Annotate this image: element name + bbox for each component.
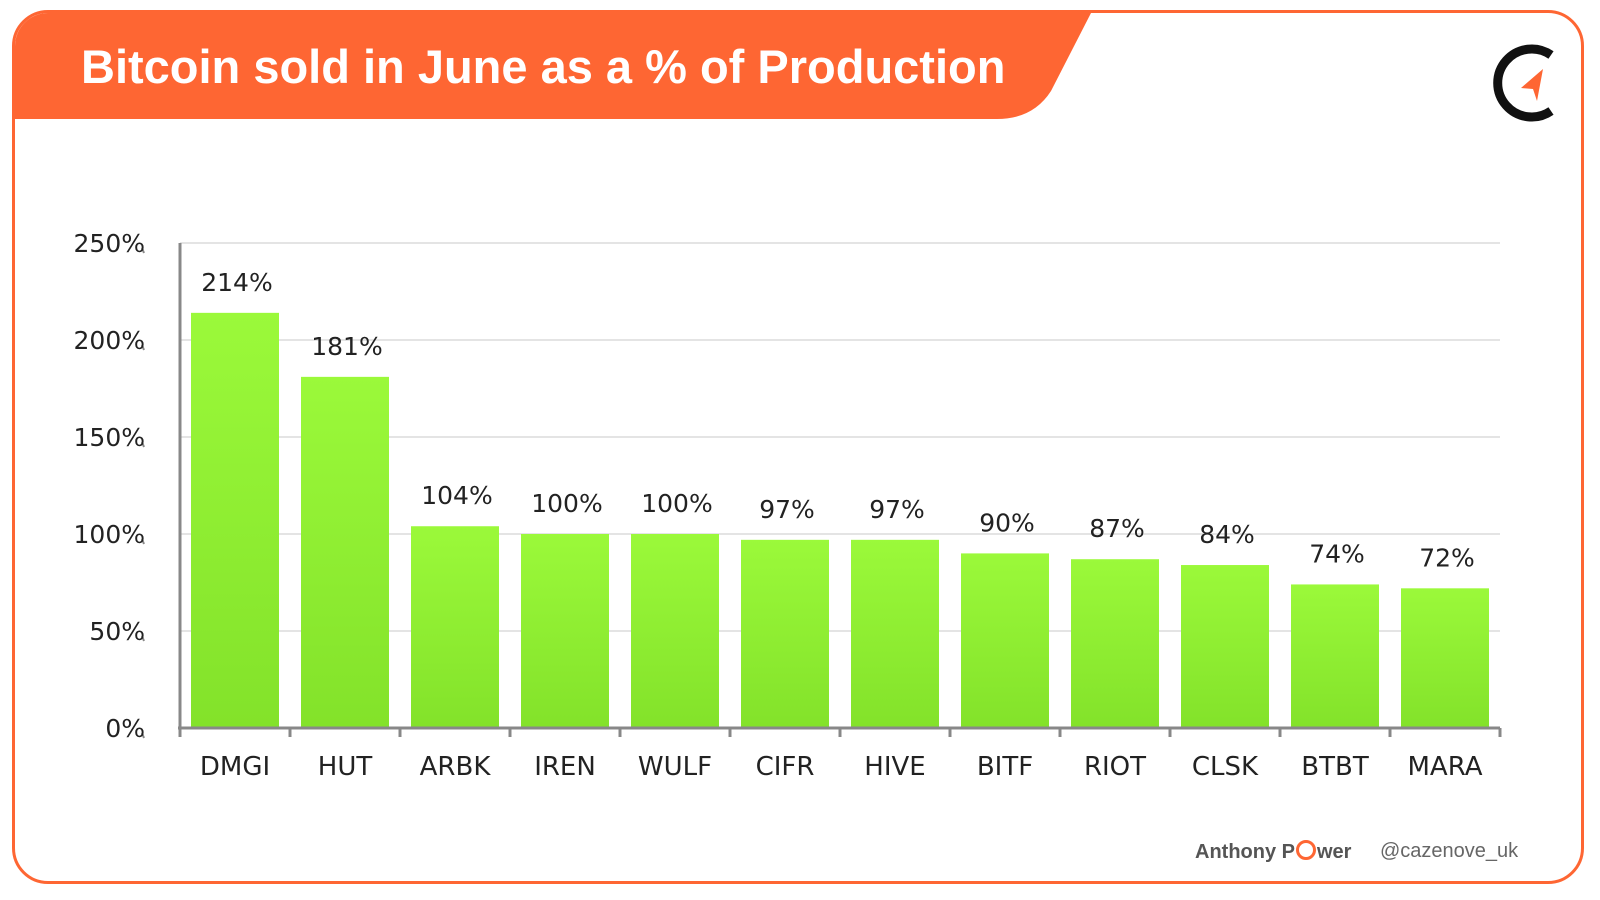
y-tick-label: 0% <box>105 714 145 743</box>
author-prefix: Anthony P <box>1195 841 1295 863</box>
x-tick-label: ARBK <box>420 752 492 782</box>
bar-hive <box>851 539 939 728</box>
data-label: 100% <box>641 489 712 518</box>
y-tick-mark <box>141 635 145 642</box>
labels: 0% 50% 100% 150% 200% 250% 214% DMGI 181% HUT 104%… <box>74 229 1483 782</box>
y-tick-mark <box>141 344 145 351</box>
x-tick-label: MARA <box>1407 752 1482 782</box>
twitter-handle: @cazenove_uk <box>1380 840 1519 862</box>
bar-btbt <box>1291 584 1379 728</box>
bar-riot <box>1071 559 1159 728</box>
x-tick-label: CLSK <box>1192 752 1259 782</box>
x-tick-label: HUT <box>318 752 373 782</box>
x-tick-label: IREN <box>534 752 596 782</box>
bar-bitf <box>961 553 1049 728</box>
bar-dmgi <box>191 312 279 728</box>
y-tick-label: 100% <box>74 520 145 549</box>
y-tick-label: 250% <box>74 229 145 258</box>
y-tick-label: 150% <box>74 423 145 452</box>
bar-clsk <box>1181 565 1269 728</box>
bar-arbk <box>411 526 499 728</box>
data-label: 104% <box>421 481 492 510</box>
page-title: Bitcoin sold in June as a % of Productio… <box>81 40 1006 93</box>
bars <box>191 312 1489 728</box>
author-suffix: wer <box>1317 841 1352 863</box>
y-tick-mark <box>141 538 145 545</box>
data-label: 84% <box>1199 520 1255 549</box>
author-o-ring-icon <box>1296 840 1316 860</box>
author-credit: Anthony P wer <box>1195 840 1351 864</box>
data-label: 72% <box>1419 543 1475 572</box>
gridlines <box>180 242 1500 632</box>
y-tick-label: 200% <box>74 326 145 355</box>
bar-mara <box>1401 588 1489 728</box>
title-banner-shape <box>15 13 1091 119</box>
data-label: 214% <box>201 268 272 297</box>
cazenove-c-logo-icon <box>1493 44 1554 122</box>
data-label: 87% <box>1089 514 1145 543</box>
data-label: 97% <box>759 495 815 524</box>
y-tick-label: 50% <box>89 617 145 646</box>
title-banner <box>15 13 1091 119</box>
x-tick-label: WULF <box>638 752 712 782</box>
data-label: 97% <box>869 495 925 524</box>
data-label: 100% <box>531 489 602 518</box>
y-tick-mark <box>141 247 145 254</box>
bar-hut <box>301 376 389 728</box>
data-label: 74% <box>1309 539 1365 568</box>
x-tick-label: BTBT <box>1301 752 1369 782</box>
x-tick-label: RIOT <box>1084 752 1146 782</box>
bar-iren <box>521 534 609 728</box>
bar-wulf <box>631 534 719 728</box>
y-tick-mark <box>141 732 145 739</box>
x-tick-label: DMGI <box>200 752 270 782</box>
x-tick-label: HIVE <box>864 752 925 782</box>
axes <box>141 243 1502 739</box>
data-label: 90% <box>979 508 1035 537</box>
data-label: 181% <box>311 332 382 361</box>
y-tick-mark <box>141 441 145 448</box>
x-tick-label: BITF <box>977 752 1033 782</box>
bar-cifr <box>741 539 829 728</box>
x-tick-label: CIFR <box>756 752 815 782</box>
